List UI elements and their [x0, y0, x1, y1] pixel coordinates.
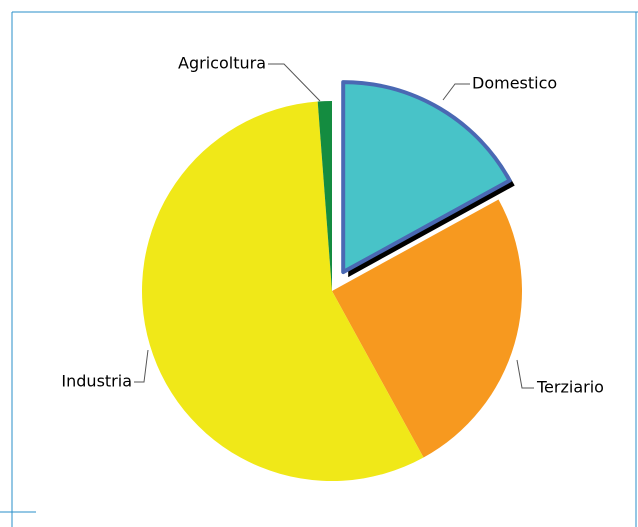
leader-line	[442, 83, 470, 101]
pie-slice	[332, 199, 522, 458]
leader-line	[516, 359, 534, 389]
leader-line	[268, 63, 321, 102]
slice-label: Domestico	[472, 74, 557, 93]
pie-slice	[317, 101, 332, 291]
slice-label: Agricoltura	[178, 54, 266, 73]
pie-slice	[341, 80, 512, 275]
slice-label: Terziario	[536, 378, 604, 397]
slice-label: Industria	[61, 372, 132, 391]
pie-slice	[142, 101, 424, 481]
leader-line	[134, 349, 149, 383]
